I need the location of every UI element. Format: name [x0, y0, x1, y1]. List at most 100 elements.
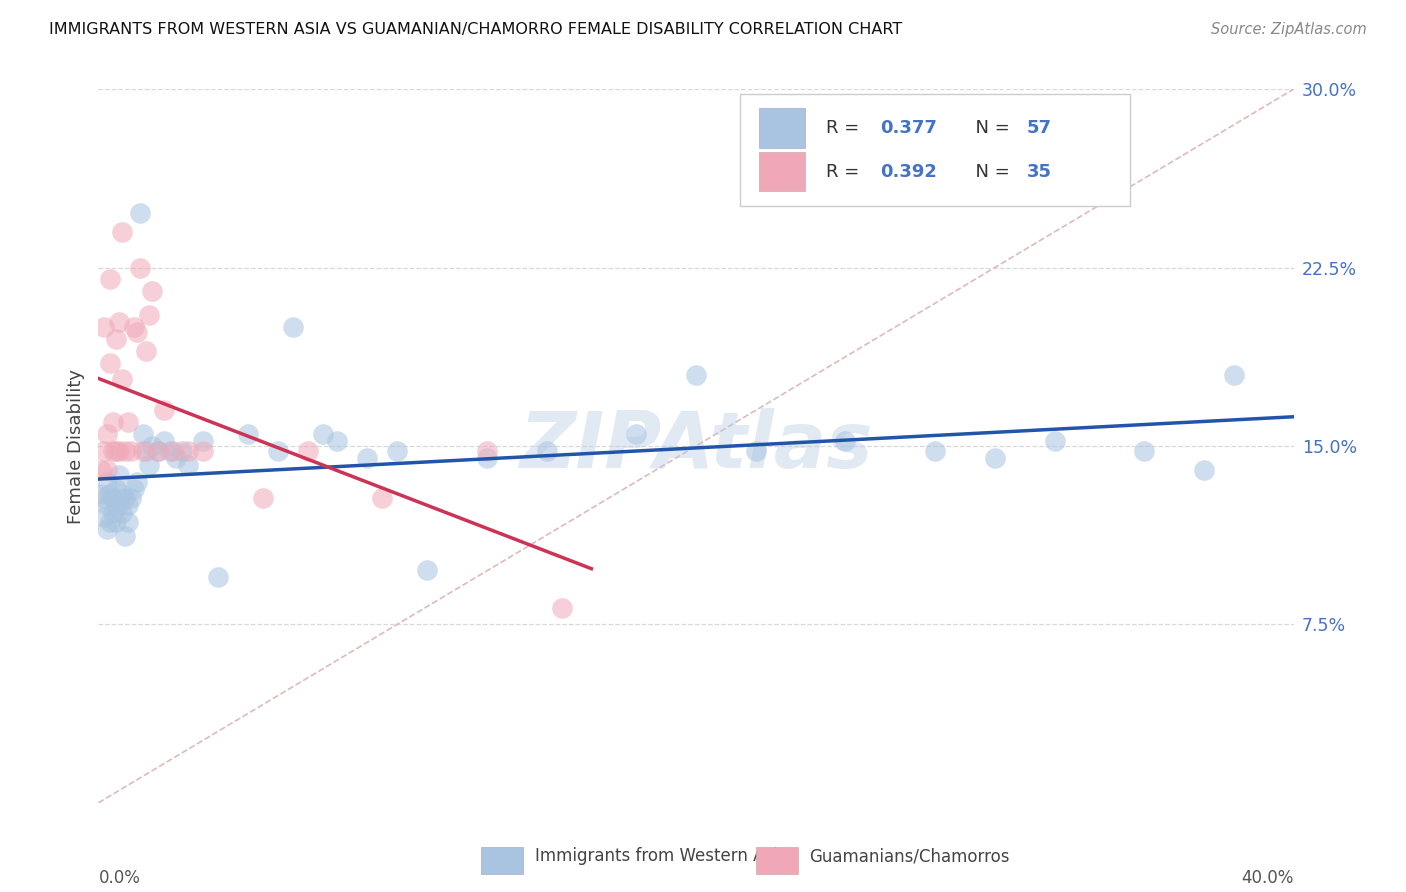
Point — [93, 510, 115, 524]
Point — [132, 427, 155, 442]
Point — [132, 443, 155, 458]
Point — [165, 450, 187, 465]
Point — [98, 272, 122, 286]
Point — [129, 260, 152, 275]
Point — [1043, 434, 1066, 449]
Point — [96, 463, 118, 477]
Point — [371, 491, 394, 506]
Point — [93, 320, 115, 334]
Point — [90, 486, 112, 500]
Point — [114, 529, 136, 543]
Point — [207, 570, 229, 584]
Point — [111, 506, 134, 520]
Text: 35: 35 — [1026, 163, 1052, 181]
Point — [162, 443, 184, 458]
Point — [153, 434, 176, 449]
Point — [153, 403, 176, 417]
Point — [924, 443, 946, 458]
Text: 40.0%: 40.0% — [1241, 870, 1294, 888]
Point — [138, 458, 160, 472]
Point — [550, 600, 572, 615]
Point — [103, 443, 125, 458]
Point — [536, 443, 558, 458]
Point — [148, 443, 170, 458]
Text: Guamanians/Chamorros: Guamanians/Chamorros — [810, 847, 1010, 865]
Point — [111, 225, 134, 239]
Point — [297, 443, 319, 458]
Point — [111, 486, 134, 500]
Text: 57: 57 — [1026, 119, 1052, 136]
Point — [124, 482, 146, 496]
Point — [96, 427, 118, 442]
Point — [105, 515, 128, 529]
Point — [138, 308, 160, 322]
Point — [108, 467, 131, 482]
Text: N =: N = — [963, 119, 1015, 136]
Point — [172, 443, 194, 458]
Point — [984, 450, 1007, 465]
Point — [117, 515, 139, 529]
Point — [135, 343, 157, 358]
Point — [111, 372, 134, 386]
Point — [475, 443, 498, 458]
Point — [105, 332, 128, 346]
FancyBboxPatch shape — [740, 95, 1130, 205]
Point — [626, 427, 648, 442]
Point — [105, 499, 128, 513]
Point — [124, 320, 146, 334]
Point — [191, 434, 214, 449]
Text: R =: R = — [827, 119, 865, 136]
Text: 0.392: 0.392 — [880, 163, 936, 181]
Point — [117, 415, 139, 429]
Point — [105, 443, 128, 458]
Point — [385, 443, 409, 458]
Point — [127, 475, 149, 489]
Point — [745, 443, 768, 458]
Point — [103, 491, 125, 506]
Point — [159, 443, 181, 458]
Text: IMMIGRANTS FROM WESTERN ASIA VS GUAMANIAN/CHAMORRO FEMALE DISABILITY CORRELATION: IMMIGRANTS FROM WESTERN ASIA VS GUAMANIA… — [49, 22, 903, 37]
Point — [177, 443, 200, 458]
Point — [191, 443, 214, 458]
Point — [96, 499, 118, 513]
Text: ZIPAtlas: ZIPAtlas — [519, 408, 873, 484]
Point — [114, 443, 136, 458]
Point — [141, 439, 163, 453]
Point — [98, 486, 122, 500]
Bar — [756, 847, 797, 874]
Text: R =: R = — [827, 163, 865, 181]
Point — [148, 443, 170, 458]
Point — [1192, 463, 1215, 477]
Y-axis label: Female Disability: Female Disability — [66, 368, 84, 524]
Point — [267, 443, 290, 458]
Point — [135, 443, 157, 458]
Bar — [481, 847, 523, 874]
Point — [108, 499, 131, 513]
Point — [1223, 368, 1246, 382]
Point — [326, 434, 349, 449]
Point — [356, 450, 378, 465]
Text: Source: ZipAtlas.com: Source: ZipAtlas.com — [1211, 22, 1367, 37]
Point — [105, 482, 128, 496]
Point — [127, 325, 149, 339]
Point — [311, 427, 333, 442]
Point — [114, 491, 136, 506]
Point — [1133, 443, 1156, 458]
Point — [416, 563, 439, 577]
Point — [96, 522, 118, 536]
Text: Immigrants from Western Asia: Immigrants from Western Asia — [534, 847, 787, 865]
Text: 0.0%: 0.0% — [98, 870, 141, 888]
Point — [117, 499, 139, 513]
Point — [108, 315, 131, 329]
Bar — [759, 153, 804, 192]
Point — [103, 415, 125, 429]
Point — [93, 443, 115, 458]
Text: 0.377: 0.377 — [880, 119, 936, 136]
Point — [120, 443, 142, 458]
Point — [108, 443, 131, 458]
Point — [103, 506, 125, 520]
Point — [129, 206, 152, 220]
Point — [236, 427, 259, 442]
Point — [96, 475, 118, 489]
Point — [281, 320, 304, 334]
